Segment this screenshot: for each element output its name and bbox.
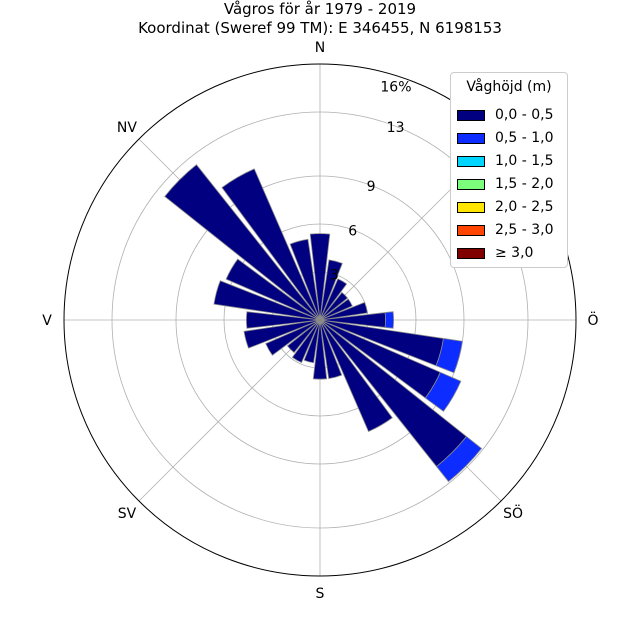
bar-285-0	[213, 280, 321, 321]
bar-60-0	[319, 298, 353, 321]
legend-label: 0,0 - 0,5	[495, 107, 554, 123]
bar-345-0	[289, 238, 321, 321]
radial-tick-label: 9	[367, 179, 376, 195]
legend-label: 1,5 - 2,0	[495, 176, 554, 192]
legend-item: 0,0 - 0,5	[457, 106, 553, 124]
bar-15-0	[319, 259, 343, 321]
bar-75-0	[319, 301, 368, 321]
legend-swatch	[457, 201, 485, 213]
legend-item: 0,5 - 1,0	[457, 129, 553, 147]
legend-label: 2,0 - 2,5	[495, 199, 554, 215]
bar-240-0	[265, 319, 321, 356]
wave-rose-bars	[164, 164, 483, 483]
direction-label: N	[315, 40, 325, 56]
legend-item: ≥ 3,0	[457, 244, 533, 262]
legend-item: 2,0 - 2,5	[457, 198, 553, 216]
legend-swatch	[457, 132, 485, 144]
bar-270-0	[246, 311, 321, 329]
radial-tick-label: 13	[387, 120, 405, 136]
legend-title: Våghöjd (m)	[466, 79, 552, 95]
legend-swatch	[457, 224, 485, 236]
radial-tick-label: 6	[348, 223, 357, 239]
legend-label: ≥ 3,0	[495, 245, 534, 261]
radial-max-label: 16%	[380, 79, 411, 95]
bar-330-0	[221, 168, 321, 321]
bar-30-0	[319, 278, 348, 321]
outer-circle	[63, 63, 577, 577]
bar-150-0	[319, 319, 393, 433]
bar-315-0	[164, 164, 321, 321]
bar-120-1	[424, 371, 462, 412]
legend-item: 1,0 - 1,5	[457, 152, 553, 170]
legend-item: 1,5 - 2,0	[457, 175, 553, 193]
legend-swatch	[457, 178, 485, 190]
bar-225-0	[286, 319, 321, 354]
grid-spoke	[138, 319, 321, 502]
direction-label: SV	[118, 506, 137, 522]
legend-swatch	[457, 155, 485, 167]
bar-195-0	[303, 319, 321, 364]
bar-105-1	[435, 337, 463, 374]
direction-label: Ö	[587, 311, 598, 329]
radial-tick-label: 3	[330, 268, 339, 284]
legend-swatch	[457, 109, 485, 121]
bar-0-0	[309, 233, 331, 321]
polar-frame	[63, 63, 577, 577]
legend-label: 2,5 - 3,0	[495, 222, 554, 238]
bar-90-1	[384, 311, 394, 329]
direction-label: S	[316, 586, 325, 602]
chart-title: Vågros för år 1979 - 2019	[223, 0, 417, 18]
bar-45-0	[319, 291, 349, 321]
bar-300-0	[225, 258, 321, 321]
direction-label: NV	[117, 120, 137, 136]
bar-180-0	[312, 319, 328, 380]
legend-label: 0,5 - 1,0	[495, 130, 554, 146]
legend-swatch	[457, 247, 485, 259]
bar-135-1	[435, 435, 483, 483]
legend-item: 2,5 - 3,0	[457, 221, 553, 239]
legend: Våghöjd (m) 0,0 - 0,5 0,5 - 1,0 1,0 - 1,5 1…	[450, 72, 568, 268]
direction-label: SÖ	[503, 504, 523, 522]
bar-210-0	[291, 319, 321, 364]
bar-165-0	[319, 319, 343, 380]
chart-subtitle: Koordinat (Sweref 99 TM): E 346455, N 61…	[138, 19, 502, 37]
legend-label: 1,0 - 1,5	[495, 153, 554, 169]
bar-255-0	[243, 319, 321, 349]
direction-label: V	[42, 313, 52, 329]
